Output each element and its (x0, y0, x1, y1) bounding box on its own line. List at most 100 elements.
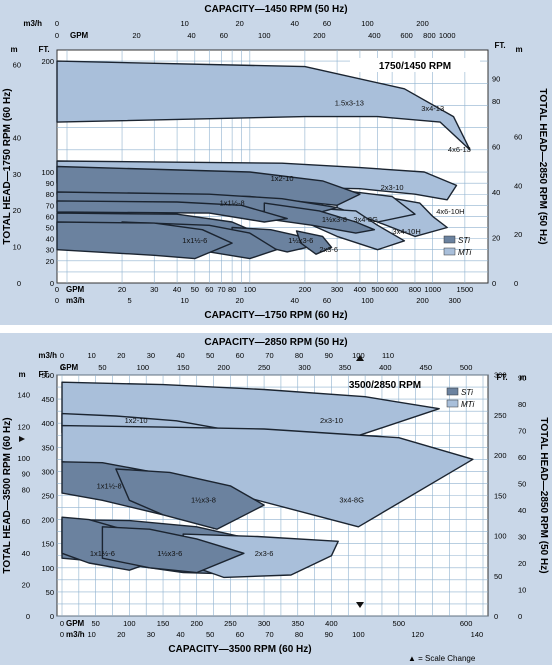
bottom-m3h-tick-9: 90 (325, 630, 333, 639)
left-ft-tick-6: 200 (41, 516, 54, 525)
right-ft-label: FT. (496, 373, 507, 382)
right-m-tick-1: 80 (518, 400, 526, 409)
right-ft-tick-0: 300 (494, 371, 507, 380)
legend-swatch-sti (443, 235, 456, 244)
top-m3h-tick-11: 110 (382, 351, 394, 360)
right-ft-tick-4: 100 (494, 532, 507, 541)
right-axis-title: TOTAL HEAD—2850 RPM (50 Hz) (537, 88, 548, 244)
top-gpm-tick-5: 250 (258, 363, 271, 372)
left-ft-tick-10: 0 (50, 279, 54, 288)
left-m-tick-5: 0 (17, 279, 21, 288)
title-box (350, 58, 480, 72)
left-ft-tick-9: 50 (46, 588, 54, 597)
bottom-m3h-tick-2: 20 (117, 630, 125, 639)
right-ft-tick-6: 0 (494, 612, 498, 621)
top-gpm-tick-7: 350 (339, 363, 352, 372)
right-ft-tick-3: 40 (492, 188, 500, 197)
region-label-1.5x3-13: 1.5x3-13 (335, 98, 364, 107)
top-m3h-tick-2: 20 (117, 351, 125, 360)
legend-label-mti: MTi (461, 400, 474, 409)
legend-label-sti: STi (461, 388, 473, 397)
right-ft-tick-3: 150 (494, 491, 507, 500)
left-m-tick-5: 60 (22, 517, 30, 526)
left-ft-tick-0: 500 (41, 371, 54, 380)
left-m-tick-7: 20 (22, 580, 30, 589)
head-curve-c13 (56, 221, 233, 260)
right-m-tick-2: 70 (518, 426, 526, 435)
left-m-label: m (10, 45, 17, 54)
right-ft-tick-1: 250 (494, 411, 507, 420)
bottom-axis-title: CAPACITY—3500 RPM (60 Hz) (168, 644, 311, 655)
region-label-2x3-10: 2x3-10 (320, 416, 343, 425)
left-ft-tick-3: 80 (46, 190, 54, 199)
bottom-gpm-tick-0: 0 (55, 285, 59, 294)
left-ft-tick-1: 100 (41, 168, 54, 177)
left-m-tick-3: 20 (13, 206, 21, 215)
top-m3h-tick-1: 10 (180, 19, 188, 28)
left-m-tick-8: 0 (26, 612, 30, 621)
right-m-tick-9: 0 (518, 612, 522, 621)
head-curve-d8 (101, 526, 245, 574)
head-curve-c12 (295, 230, 333, 255)
bottom-gpm-tick-9: 500 (393, 619, 406, 628)
top-gpm-tick-0: 0 (55, 31, 59, 40)
bottom-gpm-tick-7: 80 (228, 285, 236, 294)
bottom-gpm-tick-1: 20 (118, 285, 126, 294)
right-m-tick-0: 90 (518, 373, 526, 382)
region-label-1x1-1/2-8: 1x1½-8 (97, 481, 122, 490)
bottom-m3h-label: m3/h (66, 296, 85, 305)
right-ft-tick-4: 20 (492, 234, 500, 243)
bottom-m3h-label: m3/h (66, 630, 85, 639)
right-m-tick-4: 50 (518, 479, 526, 488)
top-gpm-tick-1: 50 (98, 363, 106, 372)
top-gpm-label: GPM (70, 31, 89, 40)
legend-swatch-mti (443, 247, 456, 256)
top-m3h-tick-8: 80 (295, 351, 303, 360)
bottom-gpm-tick-9: 200 (299, 285, 312, 294)
top-m3h-label: m3/h (23, 19, 42, 28)
scale-change-marker-top (356, 355, 364, 361)
chart-1750-1450-svg: 1.5x3-13 3x4-13 4x6-13 1x2-10 2x3-10 1x1½-8 1½… (2, 4, 548, 321)
left-m-tick-4: 80 (22, 486, 30, 495)
region-label-3x4-8G: 3x4-8G (339, 496, 364, 505)
bottom-gpm-tick-3: 40 (173, 285, 181, 294)
left-ft-tick-9: 20 (46, 257, 54, 266)
right-m-tick-7: 20 (518, 559, 526, 568)
left-m-tick-1: 120 (17, 422, 30, 431)
bottom-gpm-tick-4: 50 (191, 285, 199, 294)
left-ft-tick-0: 200 (41, 57, 54, 66)
left-ft-tick-4: 300 (41, 467, 54, 476)
region-label-1-1/2x3-8: 1½x3-8 (322, 215, 347, 224)
left-m-tick-0: 140 (17, 391, 30, 400)
region-label-1x1-1/2-6: 1x1½-6 (90, 549, 115, 558)
bottom-gpm-tick-11: 400 (354, 285, 367, 294)
left-ft-tick-5: 60 (46, 212, 54, 221)
top-m3h-tick-0: 0 (55, 19, 59, 28)
top-gpm-tick-8: 400 (379, 363, 392, 372)
top-gpm-tick-0: 0 (60, 363, 64, 372)
bottom-m3h-tick-3: 30 (147, 630, 155, 639)
top-gpm-tick-6: 300 (298, 363, 311, 372)
bottom-gpm-tick-2: 100 (123, 619, 136, 628)
top-gpm-tick-8: 800 (423, 31, 436, 40)
left-ft-tick-2: 90 (46, 179, 54, 188)
bottom-gpm-tick-12: 500 (371, 285, 384, 294)
chart-title: 1750/1450 RPM (379, 61, 451, 72)
scale-change-note: ▲ = Scale Change (408, 654, 476, 663)
left-m-tick-0: 60 (13, 61, 21, 70)
left-m-tick-3: 90 (22, 470, 30, 479)
scale-change-marker-left (19, 436, 25, 442)
top-m3h-tick-3: 40 (291, 19, 299, 28)
left-ft-tick-1: 450 (41, 395, 54, 404)
region-label-2x3-6: 2x3-6 (319, 245, 338, 254)
top-gpm-tick-3: 150 (177, 363, 190, 372)
bottom-m3h-tick-7: 70 (265, 630, 273, 639)
region-label-1x2-10: 1x2-10 (125, 416, 148, 425)
right-m-tick-3: 0 (514, 279, 518, 288)
top-gpm-tick-6: 400 (368, 31, 381, 40)
top-gpm-tick-5: 200 (313, 31, 326, 40)
top-m3h-tick-5: 50 (206, 351, 214, 360)
top-gpm-tick-4: 100 (258, 31, 271, 40)
bottom-gpm-label: GPM (66, 619, 85, 628)
bottom-axis-title: CAPACITY—1750 RPM (60 Hz) (204, 310, 347, 321)
